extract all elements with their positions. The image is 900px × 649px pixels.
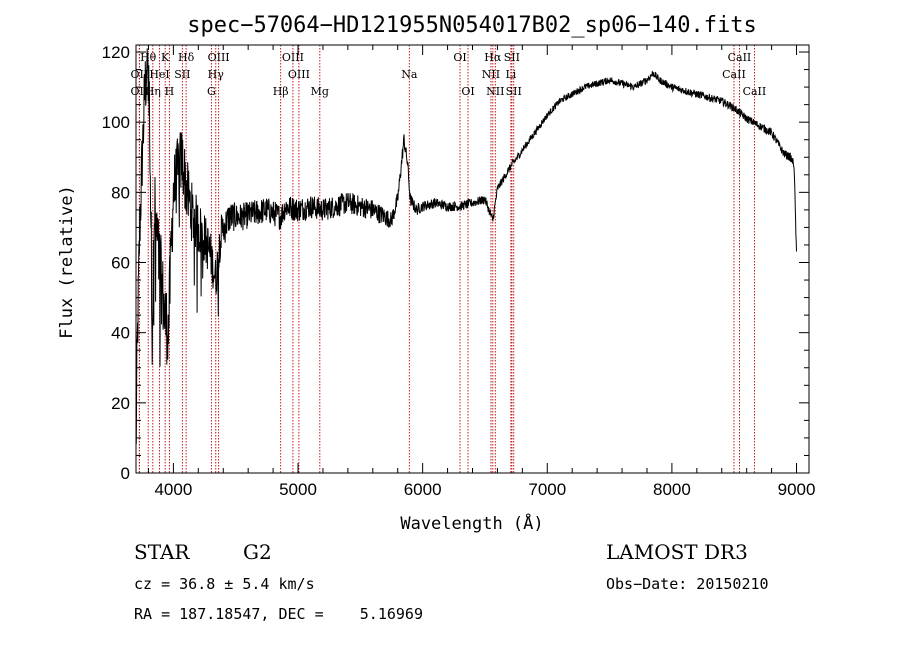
line-marker-label: CaII [722, 68, 746, 81]
obs-date: Obs−Date: 20150210 [606, 575, 769, 593]
line-marker-label: G [207, 85, 216, 98]
line-marker-label: Na [401, 68, 418, 81]
line-marker-label: SII [174, 68, 190, 81]
line-marker-label: NII [482, 68, 500, 81]
line-marker-label: OI [453, 51, 466, 64]
line-marker-label: H [165, 85, 175, 98]
y-tick-label: 120 [102, 43, 130, 62]
line-marker-label: OI [461, 85, 474, 98]
line-marker-label: HeI [149, 68, 169, 81]
object-class: STAR [134, 540, 190, 564]
line-marker-label: CaII [728, 51, 752, 64]
chart-title: spec−57064−HD121955N054017B02_sp06−140.f… [187, 13, 757, 38]
x-tick-label: 9000 [778, 480, 816, 499]
ra-dec: RA = 187.18547, DEC = 5.16969 [134, 605, 423, 623]
line-marker-label: OIII [288, 68, 310, 81]
y-tick-label: 20 [111, 394, 130, 413]
survey-name: LAMOST DR3 [606, 540, 748, 564]
line-marker-label: Hθ [140, 51, 157, 64]
x-axis-ticks: 4000 5000 6000 7000 8000 9000 [147, 45, 816, 499]
line-marker-label: Hδ [178, 51, 195, 64]
line-marker-label: Mg [311, 85, 329, 98]
line-marker-label: Hγ [208, 68, 225, 81]
spectrum-line [135, 48, 797, 445]
line-marker-label: SII [506, 85, 522, 98]
emission-line-markers [138, 45, 755, 473]
y-tick-label: 100 [102, 113, 130, 132]
subclass: G2 [243, 540, 272, 564]
line-marker-label: Hβ [273, 85, 289, 98]
line-marker-label: Hη [145, 85, 161, 98]
line-marker-label: Hα [484, 51, 502, 64]
y-tick-label: 80 [111, 183, 130, 202]
x-tick-label: 5000 [279, 480, 317, 499]
y-tick-label: 0 [121, 464, 130, 483]
y-tick-label: 40 [111, 324, 130, 343]
y-axis-ticks: 0 20 40 60 80 100 120 [102, 43, 809, 483]
x-tick-label: 6000 [404, 480, 442, 499]
x-axis-label: Wavelength (Å) [400, 512, 543, 534]
x-tick-label: 7000 [528, 480, 566, 499]
y-tick-label: 60 [111, 254, 130, 273]
y-axis-label: Flux (relative) [57, 185, 77, 339]
line-marker-label: CaII [743, 85, 767, 98]
line-marker-label: OIII [208, 51, 230, 64]
x-tick-label: 8000 [653, 480, 691, 499]
x-tick-label: 4000 [154, 480, 192, 499]
redshift-cz: cz = 36.8 ± 5.4 km/s [134, 575, 315, 593]
line-marker-label: OIII [282, 51, 304, 64]
line-marker-label: NII [486, 85, 504, 98]
plot-frame [135, 44, 810, 474]
line-marker-label: SII [504, 51, 520, 64]
line-marker-label: Li [505, 68, 516, 81]
line-marker-label: K [161, 51, 170, 64]
